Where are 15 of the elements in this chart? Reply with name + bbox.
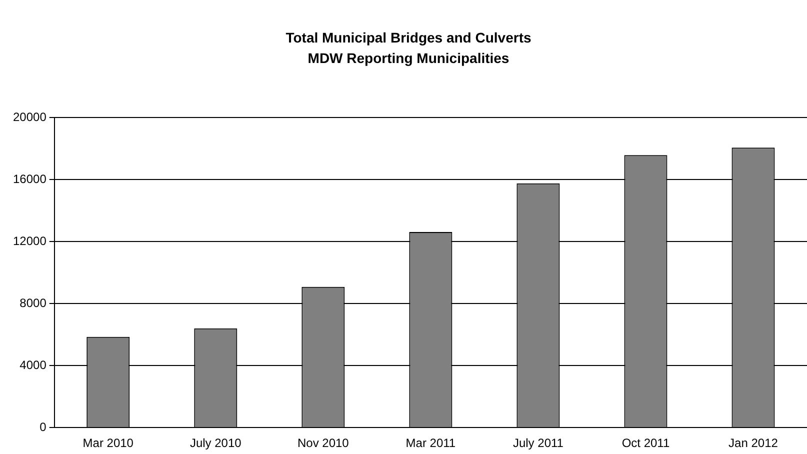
x-tick-label: Mar 2010	[82, 436, 134, 450]
x-tick-label: July 2010	[190, 436, 242, 450]
x-tick-label: Oct 2011	[622, 436, 670, 450]
y-tick-label: 12000	[12, 234, 47, 248]
x-tick-label: Mar 2011	[406, 436, 456, 450]
x-tick-label: Nov 2010	[297, 436, 350, 450]
chart-subtitle: MDW Reporting Municipalities	[308, 50, 510, 66]
y-tick-label: 0	[40, 420, 47, 434]
y-tick-label: 20000	[12, 110, 47, 124]
x-tick-label: July 2011	[512, 436, 564, 450]
x-tick-label: Jan 2012	[728, 436, 778, 450]
y-tick-label: 4000	[20, 358, 47, 372]
y-tick-label: 16000	[12, 172, 47, 186]
chart-title: Total Municipal Bridges and Culverts	[286, 29, 532, 46]
y-tick-label: 8000	[20, 296, 47, 310]
